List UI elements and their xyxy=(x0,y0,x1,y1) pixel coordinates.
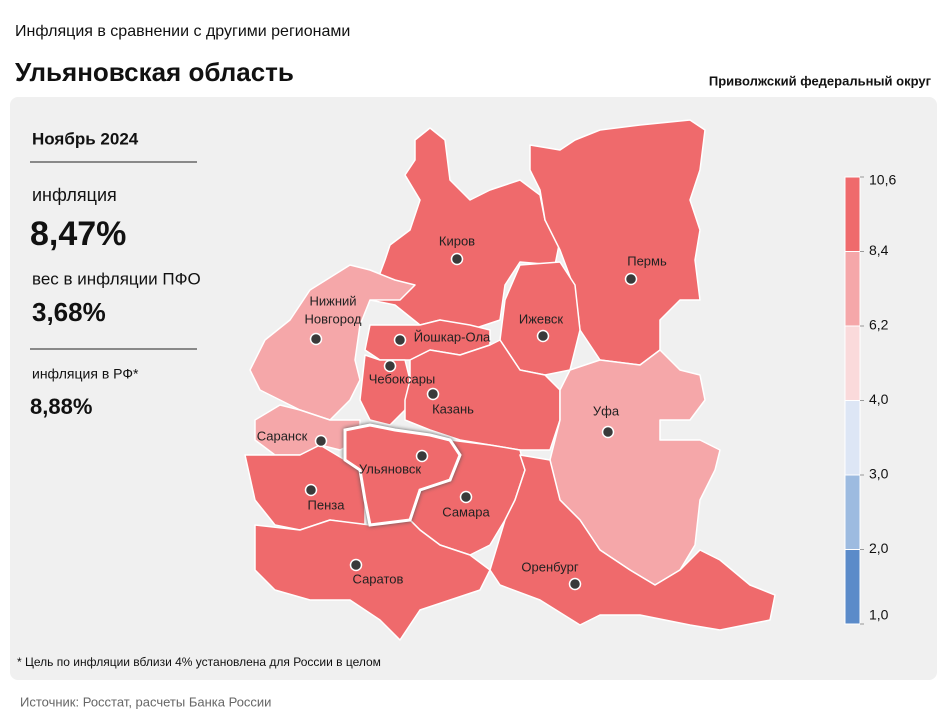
city-label: Самара xyxy=(442,504,490,519)
city-label: Йошкар-Ола xyxy=(414,329,491,344)
inflation-value: 8,47% xyxy=(30,215,126,253)
region xyxy=(529,119,706,366)
weight-value: 3,68% xyxy=(32,297,106,327)
city-label: Уфа xyxy=(593,403,620,418)
region xyxy=(249,264,416,421)
legend-swatch xyxy=(844,474,861,550)
legend-tick-label: 3,0 xyxy=(869,466,889,482)
map xyxy=(244,119,776,641)
city-label: Пенза xyxy=(308,497,346,512)
city-dot xyxy=(568,577,582,591)
city-label: Чебоксары xyxy=(369,371,436,386)
city-label: Нижний xyxy=(309,293,356,308)
city-label: Ижевск xyxy=(519,311,564,326)
region xyxy=(499,261,581,376)
city-label: Новгород xyxy=(305,311,362,326)
city-dot xyxy=(309,332,323,346)
legend: 10,6 8,4 6,2 4,0 3,0 2,0 1,0 xyxy=(844,172,896,625)
legend-tick-label: 1,0 xyxy=(869,607,889,623)
city-label: Ульяновск xyxy=(359,461,421,476)
city-dot xyxy=(459,490,473,504)
city-dot xyxy=(536,329,550,343)
city-label: Пермь xyxy=(627,253,667,268)
city-label: Саранск xyxy=(257,428,308,443)
legend-swatch xyxy=(844,325,861,401)
city-dot xyxy=(393,333,407,347)
legend-tick-label: 6,2 xyxy=(869,317,889,333)
city-dot xyxy=(624,272,638,286)
subtitle: Инфляция в сравнении с другими регионами xyxy=(15,23,350,40)
city-dot xyxy=(450,252,464,266)
period: Ноябрь 2024 xyxy=(32,129,139,148)
legend-tick-label: 4,0 xyxy=(869,391,889,407)
city-dot xyxy=(304,483,318,497)
region xyxy=(369,127,561,331)
rf-value: 8,88% xyxy=(30,394,92,419)
title: Ульяновская область xyxy=(15,57,294,87)
city-dot xyxy=(426,387,440,401)
region-highlight xyxy=(343,423,462,527)
legend-swatch xyxy=(844,251,861,327)
inflation-label: инфляция xyxy=(32,185,117,205)
legend-tick-label: 8,4 xyxy=(869,242,889,258)
legend-swatch xyxy=(844,400,861,476)
region xyxy=(489,454,776,631)
city-dot xyxy=(601,425,615,439)
rf-label: инфляция в РФ* xyxy=(32,366,139,382)
city-labels: Киров Пермь Нижний Новгород Ижевск Йошкар-Ола… xyxy=(257,233,667,591)
legend-tick-label: 10,6 xyxy=(869,172,896,188)
footnote: * Цель по инфляции вблизи 4% установлена… xyxy=(17,655,381,669)
legend-swatch xyxy=(844,549,861,625)
city-label: Киров xyxy=(439,233,475,248)
city-dot xyxy=(415,449,429,463)
legend-swatch xyxy=(844,176,861,252)
city-label: Казань xyxy=(432,401,474,416)
district: Приволжский федеральный округ xyxy=(709,73,932,88)
source: Источник: Росстат, расчеты Банка России xyxy=(20,694,271,709)
city-label: Саратов xyxy=(353,571,404,586)
city-dot xyxy=(314,434,328,448)
weight-label: вес в инфляции ПФО xyxy=(32,269,201,288)
city-dot xyxy=(383,359,397,373)
city-dot xyxy=(349,558,363,572)
legend-tick-label: 2,0 xyxy=(869,540,889,556)
region xyxy=(404,339,561,451)
city-label: Оренбург xyxy=(521,559,578,574)
